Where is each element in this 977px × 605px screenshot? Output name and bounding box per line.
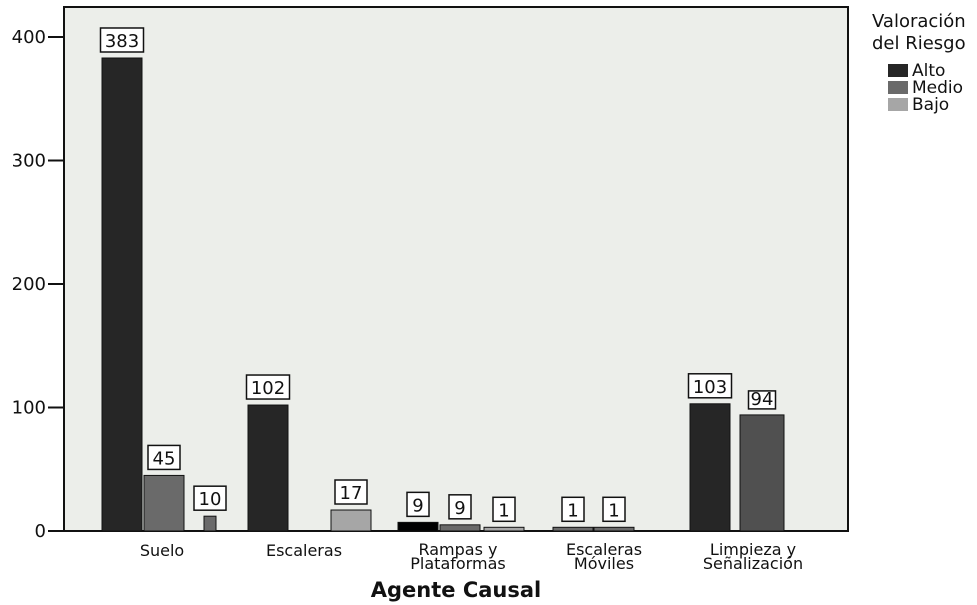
x-category-label: Limpieza y Señalización — [703, 540, 803, 573]
bar — [247, 404, 289, 532]
data-label: 10 — [199, 489, 222, 510]
x-axis: Suelo Escaleras Rampas y Plataformas Escaler… — [140, 540, 803, 573]
x-category-label-line: Rampas y — [418, 540, 497, 559]
y-tick-label: 200 — [12, 274, 46, 295]
x-category-label-line: Plataformas — [410, 554, 505, 573]
bar — [739, 414, 785, 532]
legend-entry-label: Bajo — [912, 95, 949, 115]
bar — [552, 526, 594, 532]
x-category-label-line: Escaleras — [566, 540, 642, 559]
legend-swatch — [888, 64, 908, 77]
x-category-label-line: Móviles — [574, 554, 634, 573]
data-label-box — [334, 479, 368, 505]
data-label-box — [245, 374, 291, 400]
bar — [203, 515, 217, 532]
bar — [101, 57, 143, 532]
x-category-label-line: Suelo — [140, 541, 184, 560]
legend-entry-label: Alto — [912, 61, 945, 81]
data-label: 102 — [251, 378, 285, 399]
data-label: 45 — [153, 448, 176, 469]
data-label-box — [147, 444, 181, 471]
data-label-box — [747, 390, 777, 410]
x-category-label: Escaleras — [266, 541, 342, 560]
data-label-box — [193, 485, 227, 511]
bar — [593, 526, 635, 532]
data-label-box — [687, 373, 733, 399]
data-label-box — [448, 494, 472, 520]
bars-group — [101, 57, 785, 532]
y-axis: 0 100 200 300 400 — [12, 27, 64, 542]
bar — [330, 509, 372, 532]
y-tick-label: 400 — [12, 27, 46, 48]
x-category-label: Suelo — [140, 541, 184, 560]
data-label-box — [492, 496, 516, 523]
x-category-label: Escaleras Móviles — [566, 540, 642, 573]
data-label-box — [406, 491, 430, 518]
data-label: 103 — [693, 377, 727, 398]
bar — [439, 524, 481, 532]
legend-title-line: Valoración — [872, 11, 966, 32]
y-tick-label: 100 — [12, 398, 46, 419]
data-label: 17 — [340, 483, 363, 504]
y-tick-label: 0 — [35, 521, 46, 542]
x-category-label-line: Escaleras — [266, 541, 342, 560]
data-label: 1 — [608, 500, 619, 521]
data-label-box — [602, 496, 626, 523]
legend-entry-label: Medio — [912, 78, 963, 98]
x-category-label-line: Señalización — [703, 554, 803, 573]
data-label: 9 — [454, 498, 465, 519]
legend-swatch — [888, 81, 908, 94]
legend-title-line: del Riesgo — [872, 33, 966, 54]
legend-swatch — [888, 98, 908, 111]
data-label: 94 — [751, 389, 774, 410]
data-label-box — [99, 27, 145, 53]
x-category-label-line: Limpieza y — [710, 540, 796, 559]
bar — [397, 521, 439, 532]
data-label: 1 — [567, 500, 578, 521]
bar — [689, 403, 731, 532]
data-label-box — [561, 496, 585, 523]
data-label: 1 — [498, 500, 509, 521]
data-label: 383 — [105, 31, 139, 52]
x-category-label: Rampas y Plataformas — [410, 540, 505, 573]
data-label: 9 — [412, 495, 423, 516]
y-tick-label: 300 — [12, 151, 46, 172]
data-labels-group: 383 45 10 102 17 9 9 1 1 1 103 94 — [99, 27, 777, 523]
x-axis-title: Agente Causal — [371, 578, 541, 602]
bar — [143, 474, 185, 532]
bar — [483, 526, 525, 532]
